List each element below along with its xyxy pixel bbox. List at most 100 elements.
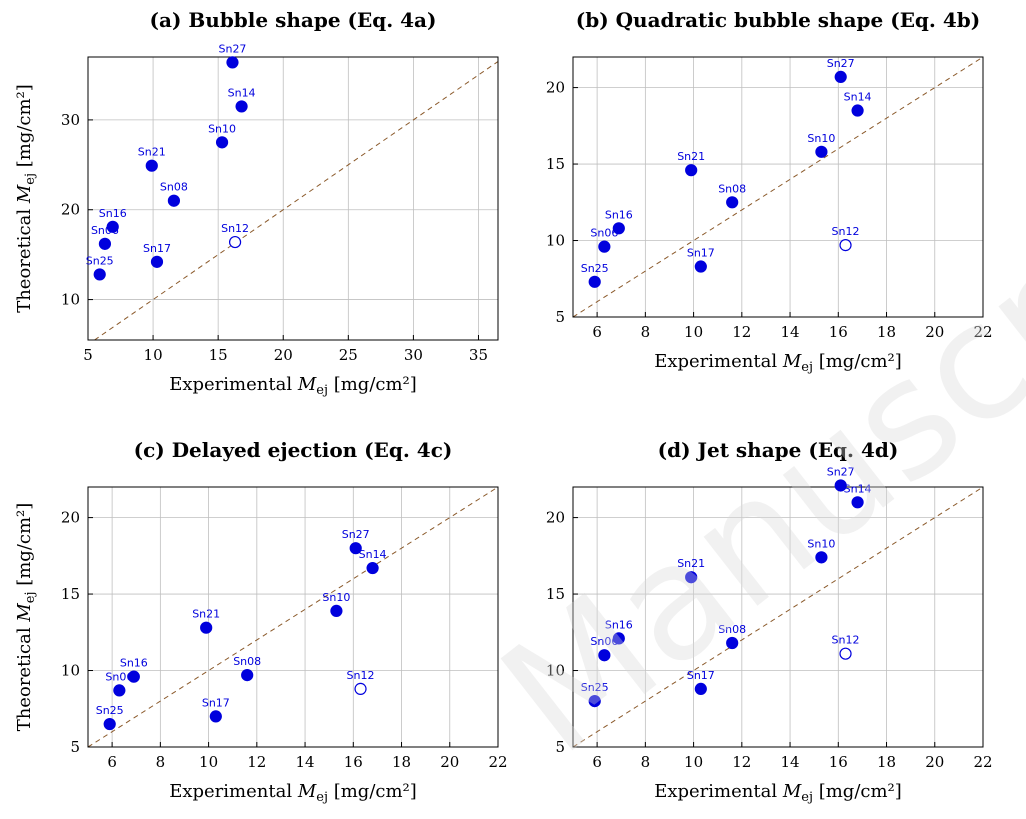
chart-title: (d) Jet shape (Eq. 4d) [658, 438, 899, 462]
y-tick-label: 15 [546, 155, 565, 173]
data-point-label: Sn17 [143, 242, 171, 255]
x-tick-label: 10 [144, 346, 163, 364]
data-point [839, 647, 852, 660]
data-point [726, 196, 739, 209]
y-tick-label: 10 [546, 232, 565, 250]
x-tick-label: 16 [829, 753, 848, 771]
data-point [215, 136, 229, 149]
data-point [167, 194, 181, 207]
data-point-label: Sn17 [687, 669, 715, 682]
data-point-label: Sn27 [218, 42, 246, 55]
data-point-label: Sn12 [221, 222, 249, 235]
data-point-label: Sn16 [99, 207, 127, 220]
data-point-label: Sn16 [605, 618, 633, 631]
x-tick-label: 8 [641, 323, 651, 341]
identity-line [88, 487, 498, 747]
data-point-label: Sn21 [677, 557, 705, 570]
y-axis-label: Theoretical Mej [mg/cm²] [14, 503, 38, 732]
data-point-label: Sn08 [718, 623, 746, 636]
y-tick-label: 15 [61, 585, 80, 603]
chart-panel-0: (a) Bubble shape (Eq. 4a) 5 10 15 20 25 30 35 10… [14, 8, 499, 398]
data-point [103, 717, 116, 731]
x-tick-label: 14 [296, 753, 315, 771]
data-point [98, 237, 112, 250]
data-point-label: Sn12 [347, 669, 375, 682]
data-point-label: Sn12 [832, 225, 860, 238]
y-tick-label: 10 [546, 662, 565, 680]
data-point-label: Sn14 [844, 91, 872, 104]
data-point-label: Sn08 [233, 655, 261, 668]
data-point [200, 621, 213, 634]
y-tick-label: 15 [546, 585, 565, 603]
data-point [839, 239, 852, 252]
y-tick-label: 20 [61, 201, 80, 219]
chart-title: (b) Quadratic bubble shape (Eq. 4b) [576, 8, 980, 32]
data-point [127, 670, 140, 683]
data-point [366, 561, 379, 575]
x-tick-label: 18 [392, 753, 411, 771]
data-point [113, 684, 126, 697]
chart-title: (a) Bubble shape (Eq. 4a) [150, 8, 437, 32]
x-tick-label: 8 [156, 753, 166, 771]
data-point [150, 255, 164, 268]
chart-title: (c) Delayed ejection (Eq. 4c) [134, 438, 453, 462]
x-tick-label: 12 [732, 753, 751, 771]
data-point-label: Sn16 [605, 208, 633, 221]
data-point-label: Sn08 [160, 181, 188, 194]
x-tick-label: 12 [732, 323, 751, 341]
x-axis-label: Experimental Mej [mg/cm²] [169, 374, 417, 398]
data-point [851, 104, 864, 117]
data-point-label: Sn12 [832, 634, 860, 647]
x-tick-label: 16 [344, 753, 363, 771]
x-tick-label: 35 [469, 346, 488, 364]
data-point-label: Sn06 [590, 635, 618, 648]
data-point [612, 222, 625, 235]
data-point [235, 100, 248, 113]
y-axis-label: Theoretical Mej [mg/cm²] [14, 84, 38, 313]
x-tick-label: 30 [404, 346, 423, 364]
data-point-label: Sn14 [228, 86, 256, 99]
data-point [598, 240, 611, 253]
plot-frame [572, 486, 984, 748]
x-tick-label: 16 [829, 323, 848, 341]
data-point [588, 275, 601, 288]
chart-panel-1: (b) Quadratic bubble shape (Eq. 4b) 6 8 10 1… [546, 8, 993, 375]
data-point-label: Sn10 [208, 122, 236, 135]
plot-frame [87, 486, 499, 748]
x-axis-label: Experimental Mej [mg/cm²] [654, 351, 902, 375]
x-tick-label: 6 [592, 323, 602, 341]
data-point [93, 268, 106, 281]
data-point [834, 70, 847, 83]
data-point [588, 695, 601, 708]
data-point-label: Sn06 [590, 227, 618, 240]
data-point [694, 682, 707, 695]
data-point-label: Sn27 [827, 57, 855, 70]
y-tick-label: 30 [61, 111, 80, 129]
data-point-label: Sn10 [322, 591, 350, 604]
y-tick-label: 20 [546, 509, 565, 527]
data-point [685, 571, 698, 584]
x-tick-label: 10 [684, 323, 703, 341]
y-tick-label: 20 [61, 509, 80, 527]
data-point-label: Sn17 [202, 696, 230, 709]
y-tick-label: 5 [555, 738, 565, 756]
data-point [726, 636, 739, 650]
x-axis-label: Experimental Mej [mg/cm²] [654, 781, 902, 805]
x-tick-label: 15 [209, 346, 228, 364]
y-tick-label: 5 [555, 308, 565, 326]
data-point [851, 496, 864, 509]
data-point-label: Sn21 [192, 608, 220, 621]
data-point-label: Sn21 [677, 150, 705, 163]
data-point-label: Sn06 [105, 670, 133, 683]
x-tick-label: 14 [781, 323, 800, 341]
data-point-label: Sn21 [138, 146, 166, 159]
data-point [815, 145, 828, 158]
y-tick-label: 20 [546, 79, 565, 97]
data-point [226, 56, 239, 69]
x-tick-label: 22 [973, 753, 992, 771]
x-tick-label: 8 [641, 753, 651, 771]
data-point-label: Sn25 [86, 254, 114, 267]
data-point-label: Sn25 [581, 262, 609, 275]
data-point-label: Sn08 [718, 182, 746, 195]
